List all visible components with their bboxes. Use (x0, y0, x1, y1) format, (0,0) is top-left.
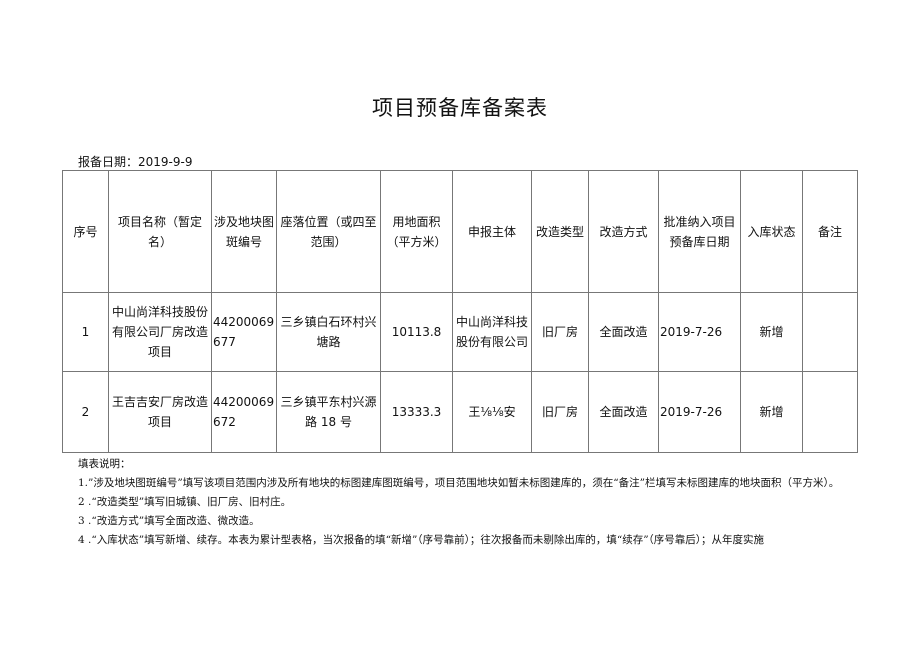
cell-index: 1 (62, 292, 109, 372)
cell-method: 全面改造 (588, 292, 659, 372)
cell-approval-date: 2019-7-26 (658, 292, 741, 372)
header-row: 序号 项目名称（暂定名） 涉及地块图斑编号 座落位置（或四至范围） 用地面积（平… (62, 170, 858, 293)
header-cell: 申报主体 (452, 170, 532, 293)
cell-method: 全面改造 (588, 371, 659, 453)
report-date: 报备日期：2019-9-9 (78, 155, 193, 169)
header-cell: 入库状态 (740, 170, 803, 293)
table-row: 1 中山尚洋科技股份有限公司厂房改造项目 44200069 677 三乡镇白石环… (62, 292, 858, 372)
filling-notes: 填表说明： 1.”涉及地块图斑编号”填写该项目范围内涉及所有地块的标图建库图斑编… (78, 455, 858, 550)
header-cell: 项目名称（暂定名） (108, 170, 212, 293)
header-cell: 改造方式 (588, 170, 659, 293)
cell-project-name: 中山尚洋科技股份有限公司厂房改造项目 (108, 292, 212, 372)
note-item: 2 .“改造类型”填写旧城镇、旧厂房、旧村庄。 (78, 496, 292, 508)
cell-project-name: 王吉吉安厂房改造项目 (108, 371, 212, 453)
header-cell: 座落位置（或四至范围） (276, 170, 381, 293)
cell-applicant: 中山尚洋科技股份有限公司 (452, 292, 532, 372)
cell-type: 旧厂房 (531, 371, 589, 453)
cell-status: 新增 (740, 371, 803, 453)
note-item: 1.”涉及地块图斑编号”填写该项目范围内涉及所有地块的标图建库图斑编号，项目范围… (78, 477, 840, 489)
cell-location: 三乡镇平东村兴源路 18 号 (276, 371, 381, 453)
header-cell: 备注 (802, 170, 858, 293)
header-cell: 序号 (62, 170, 109, 293)
cell-remarks (802, 371, 858, 453)
cell-applicant: 王⅛⅛安 (452, 371, 532, 453)
table-row: 2 王吉吉安厂房改造项目 44200069 672 三乡镇平东村兴源路 18 号… (62, 371, 858, 453)
cell-remarks (802, 292, 858, 372)
cell-approval-date: 2019-7-26 (658, 371, 741, 453)
header-cell: 批准纳入项目预备库日期 (658, 170, 741, 293)
cell-parcel-code: 44200069 672 (211, 371, 277, 453)
header-cell: 改造类型 (531, 170, 589, 293)
cell-location: 三乡镇白石环村兴塘路 (276, 292, 381, 372)
cell-type: 旧厂房 (531, 292, 589, 372)
project-table: 序号 项目名称（暂定名） 涉及地块图斑编号 座落位置（或四至范围） 用地面积（平… (62, 170, 858, 453)
note-item: 4 .“入库状态”填写新增、续存。本表为累计型表格，当次报备的填“新增”（序号靠… (78, 534, 765, 546)
cell-area: 13333.3 (380, 371, 453, 453)
cell-parcel-code: 44200069 677 (211, 292, 277, 372)
cell-area: 10113.8 (380, 292, 453, 372)
cell-status: 新增 (740, 292, 803, 372)
note-item: 3 .“改造方式”填写全面改造、微改造。 (78, 515, 260, 527)
header-cell: 用地面积（平方米） (380, 170, 453, 293)
header-cell: 涉及地块图斑编号 (211, 170, 277, 293)
page-title: 项目预备库备案表 (372, 96, 548, 120)
notes-heading: 填表说明： (78, 458, 131, 470)
cell-index: 2 (62, 371, 109, 453)
